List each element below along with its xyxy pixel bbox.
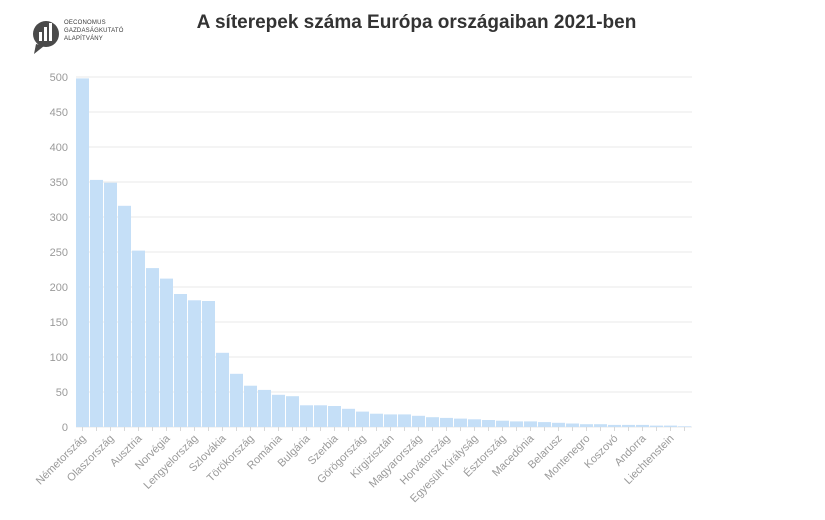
bar	[118, 205, 131, 427]
bar	[482, 420, 495, 427]
bar	[202, 301, 215, 427]
bar	[272, 394, 285, 427]
bar	[552, 422, 565, 427]
x-tick-label: Liechtenstein	[622, 433, 676, 487]
bar	[650, 425, 663, 427]
bar	[580, 424, 593, 427]
chart-title: A síterepek száma Európa országaiban 202…	[196, 12, 637, 33]
bar	[286, 396, 299, 427]
bar	[664, 425, 677, 427]
bar	[328, 406, 341, 427]
bar	[216, 352, 229, 427]
y-tick-label: 100	[50, 352, 68, 364]
x-axis: NémetországOlaszországAusztriaNorvégiaLe…	[34, 427, 685, 505]
y-tick-label: 200	[50, 282, 68, 294]
bar	[146, 268, 159, 427]
bar	[468, 419, 481, 427]
bar	[454, 418, 467, 427]
bar	[636, 424, 649, 427]
bar	[524, 421, 537, 427]
bar	[160, 278, 173, 427]
bar	[622, 424, 635, 427]
logo-line-1: OECONOMUS	[64, 20, 106, 26]
bar	[314, 405, 327, 427]
logo-line-3: ALAPÍTVÁNY	[64, 36, 104, 42]
bar	[608, 424, 621, 427]
bar	[566, 423, 579, 427]
x-tick-label: Bulgária	[276, 432, 314, 470]
chart-bubble-icon	[33, 21, 59, 54]
bar	[300, 405, 313, 427]
y-tick-label: 400	[50, 142, 68, 154]
bar	[594, 424, 607, 427]
bar	[174, 294, 187, 427]
bar	[244, 385, 257, 427]
bar	[538, 422, 551, 427]
bar	[90, 179, 103, 427]
logo	[33, 21, 59, 54]
y-tick-label: 450	[50, 107, 68, 119]
bar	[188, 300, 201, 427]
logo-line-2: GAZDASÁGKUTATÓ	[64, 28, 124, 34]
bar	[510, 421, 523, 427]
bars	[76, 78, 691, 428]
y-axis: 0 50 100 150 200 250 300 350 400 450 500	[50, 72, 68, 434]
bar	[426, 417, 439, 427]
y-tick-label: 0	[62, 422, 68, 434]
bar	[230, 373, 243, 427]
bar	[370, 413, 383, 427]
logo-text: OECONOMUS GAZDASÁGKUTATÓ ALAPÍTVÁNY	[64, 19, 124, 43]
bar	[440, 417, 453, 427]
bar	[356, 411, 369, 427]
y-tick-label: 500	[50, 72, 68, 84]
y-tick-label: 50	[56, 387, 68, 399]
bar	[104, 182, 117, 427]
y-tick-label: 150	[50, 317, 68, 329]
bar	[76, 78, 89, 428]
y-tick-label: 250	[50, 247, 68, 259]
bar	[496, 420, 509, 427]
bar	[342, 408, 355, 427]
y-tick-label: 350	[50, 177, 68, 189]
y-tick-label: 300	[50, 212, 68, 224]
bar	[412, 415, 425, 427]
bar	[132, 250, 145, 427]
bar	[678, 426, 691, 427]
bar	[258, 389, 271, 427]
bar	[384, 414, 397, 427]
bar	[398, 414, 411, 427]
